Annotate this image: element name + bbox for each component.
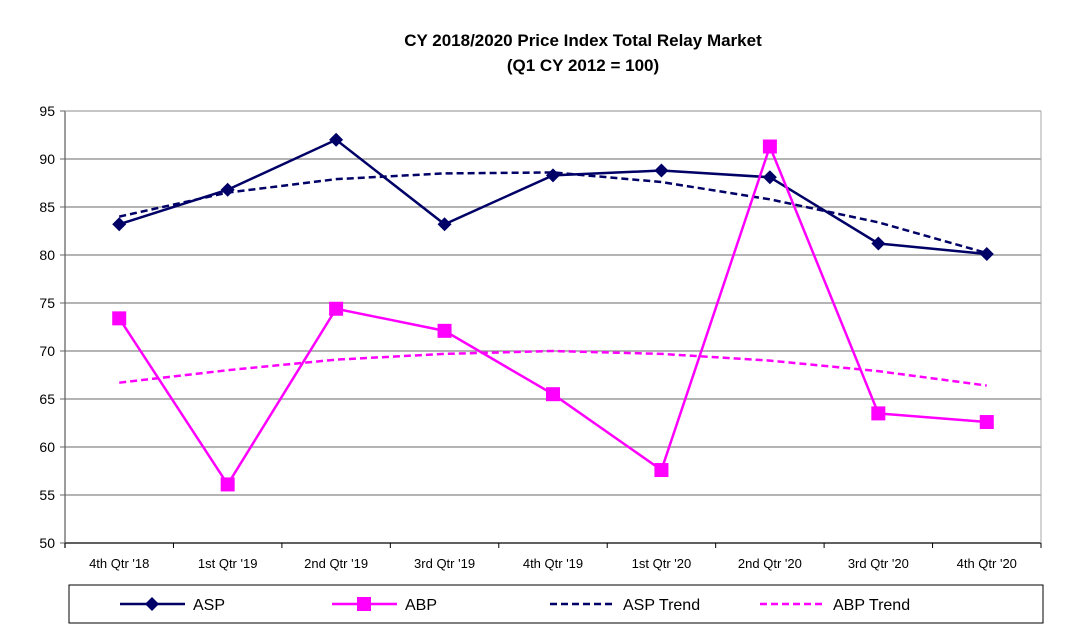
- chart-subtitle: (Q1 CY 2012 = 100): [506, 56, 660, 75]
- legend-label: ASP Trend: [623, 597, 700, 614]
- legend-item: ASP: [120, 597, 225, 614]
- series-line: [118, 171, 988, 255]
- data-point: [112, 217, 127, 232]
- legend-label: ABP Trend: [833, 597, 910, 614]
- x-tick-label: 1st Qtr '20: [632, 556, 692, 571]
- x-tick-label: 2nd Qtr '20: [738, 556, 802, 571]
- series-line: [118, 138, 987, 256]
- y-tick-label: 75: [39, 295, 55, 311]
- data-point: [437, 323, 452, 338]
- y-tick-label: 90: [39, 151, 55, 167]
- data-point: [762, 139, 777, 154]
- data-point: [546, 168, 560, 183]
- data-point: [762, 170, 777, 185]
- data-point: [437, 217, 452, 232]
- y-tick-label: 60: [39, 439, 55, 455]
- x-tick-label: 3rd Qtr '19: [414, 556, 475, 571]
- series-abp: [112, 139, 994, 492]
- legend-label: ABP: [405, 597, 437, 614]
- legend-marker: [145, 597, 159, 611]
- data-point: [220, 182, 235, 197]
- y-tick-label: 85: [39, 199, 55, 215]
- data-point: [329, 132, 344, 147]
- y-tick-label: 65: [39, 391, 55, 407]
- x-tick-label: 4th Qtr '19: [523, 556, 583, 571]
- x-tick-label: 1st Qtr '19: [198, 556, 258, 571]
- legend: ASP ABP ASP Trend ABP Trend: [68, 584, 1044, 624]
- x-tick-label: 2nd Qtr '19: [304, 556, 368, 571]
- x-tick-label: 4th Qtr '18: [89, 556, 149, 571]
- y-tick-label: 50: [39, 535, 55, 551]
- chart-title: CY 2018/2020 Price Index Total Relay Mar…: [404, 31, 762, 50]
- legend-item: ASP Trend: [550, 597, 700, 614]
- data-point: [871, 406, 886, 421]
- data-point: [871, 236, 886, 251]
- y-tick-label: 70: [39, 343, 55, 359]
- legend-item: ABP Trend: [760, 597, 910, 614]
- data-point: [979, 247, 994, 262]
- legend-label: ASP: [193, 597, 225, 614]
- data-point: [979, 415, 994, 430]
- series-abp-trend: [119, 349, 987, 387]
- legend-item: ABP: [332, 597, 437, 614]
- series-asp-trend: [118, 171, 988, 255]
- data-point: [329, 301, 344, 316]
- data-point: [654, 163, 669, 178]
- series-line: [119, 349, 987, 387]
- data-point: [220, 477, 235, 492]
- x-tick-label: 3rd Qtr '20: [848, 556, 909, 571]
- series-line: [118, 142, 987, 487]
- data-point: [654, 463, 669, 478]
- legend-marker: [357, 597, 371, 611]
- y-tick-label: 95: [39, 103, 55, 119]
- y-tick-label: 55: [39, 487, 55, 503]
- x-tick-label: 4th Qtr '20: [957, 556, 1017, 571]
- data-point: [112, 311, 127, 326]
- y-tick-label: 80: [39, 247, 55, 263]
- data-point: [546, 387, 560, 402]
- series-asp: [112, 132, 994, 262]
